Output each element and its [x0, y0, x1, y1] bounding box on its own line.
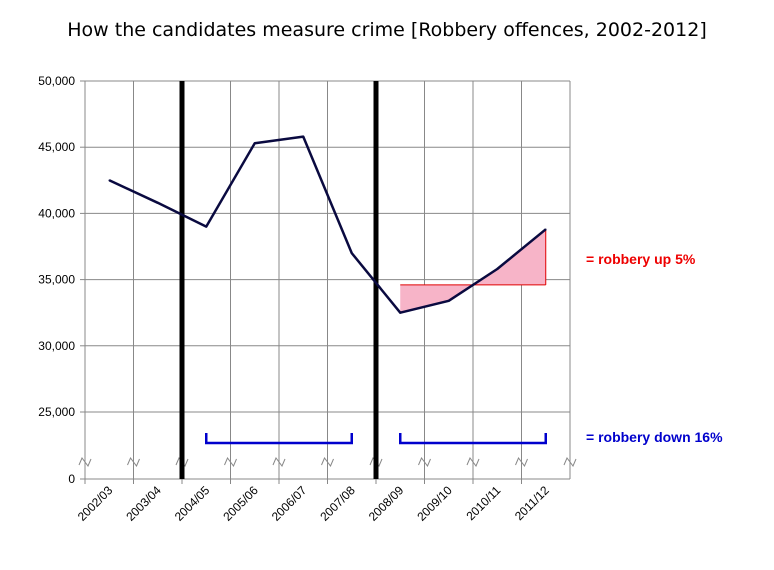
series-line [108, 135, 547, 314]
x-tick-label: 2006/07 [269, 483, 310, 524]
x-tick-label: 2004/05 [172, 483, 213, 524]
y-tick-label: 35,000 [38, 273, 75, 287]
annotation-robbery-down: = robbery down 16% [586, 429, 723, 445]
x-tick-label: 2005/06 [220, 483, 261, 524]
axis-break-mark-9 [515, 457, 528, 467]
data-point-2010/11 [496, 268, 499, 270]
data-point-2008/09 [399, 311, 402, 314]
data-point-2005/06 [253, 142, 256, 145]
data-point-2009/10 [447, 299, 450, 302]
vertical-markers [179, 81, 379, 479]
x-tick-label: 2002/03 [75, 483, 116, 524]
axis-break-mark-0 [78, 457, 92, 467]
y-tick-label: 30,000 [38, 339, 75, 353]
series-polyline [108, 135, 547, 314]
x-axis-ticks: 2002/03 2003/04 2004/05 2005/06 2006/07 2007/… [75, 479, 552, 524]
y-tick-label: 0 [68, 472, 75, 486]
brackets [205, 433, 547, 445]
y-tick-label: 25,000 [38, 405, 75, 419]
bracket-1 [399, 433, 547, 445]
x-tick-label: 2003/04 [123, 483, 164, 524]
shade-fill [400, 229, 546, 313]
data-point-2003/04 [156, 202, 159, 204]
data-point-2002/03 [108, 179, 111, 182]
x-tick-label: 2011/12 [512, 483, 552, 523]
data-point-2006/07 [302, 135, 305, 138]
axis-break-mark-5 [321, 457, 334, 467]
axis-break-mark-7 [418, 457, 431, 467]
axis-break-mark-1 [127, 457, 140, 467]
x-tick-label: 2007/08 [317, 483, 358, 524]
x-tick-label: 2010/11 [463, 483, 503, 523]
annotation-robbery-up: = robbery up 5% [586, 251, 696, 267]
x-tick-label: 2008/09 [366, 483, 407, 524]
x-tick-label: 2009/10 [414, 483, 455, 524]
bracket-0 [205, 433, 353, 445]
y-axis-ticks: 0 25,000 30,000 35,000 40,000 45,000 50,000 [38, 74, 85, 486]
axis-break-mark-8 [466, 457, 480, 467]
y-tick-label: 40,000 [38, 206, 75, 220]
axis-break-mark-4 [272, 457, 286, 467]
data-point-2007/08 [350, 252, 353, 254]
data-point-2004/05 [205, 225, 208, 228]
y-tick-label: 50,000 [38, 74, 75, 88]
axis-break-mark-10 [563, 457, 577, 467]
data-point-2011/12 [544, 228, 547, 231]
axis-break-mark-3 [224, 457, 237, 467]
y-tick-label: 45,000 [38, 140, 75, 154]
chart-title: How the candidates measure crime [Robber… [67, 19, 706, 41]
